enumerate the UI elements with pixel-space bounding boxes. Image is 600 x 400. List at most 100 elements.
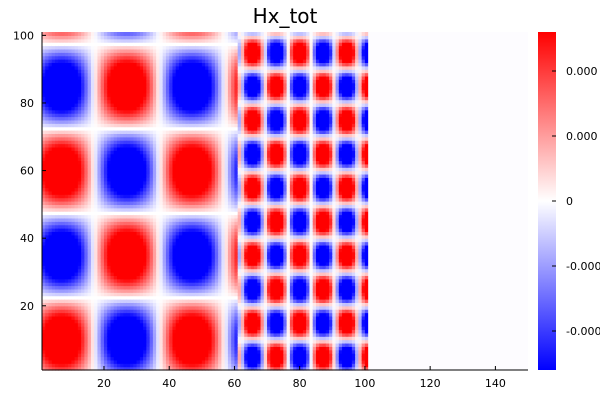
heatmap-cell [172, 140, 177, 145]
heatmap-cell [136, 48, 141, 53]
heatmap-cell [146, 271, 151, 276]
heatmap-cell [182, 72, 187, 77]
heatmap-cell [162, 265, 167, 270]
heatmap-cell [74, 214, 79, 219]
heatmap-cell [165, 150, 170, 155]
heatmap-cell [100, 278, 105, 283]
heatmap-cell [61, 214, 66, 219]
heatmap-cell [182, 261, 187, 266]
heatmap-cell [68, 150, 72, 155]
heatmap-cell [126, 211, 131, 216]
heatmap-cell [198, 146, 203, 151]
heatmap-cell [113, 173, 118, 178]
heatmap-cell [51, 92, 56, 97]
heatmap-cell [64, 65, 69, 70]
heatmap-cell [58, 278, 63, 283]
heatmap-cell [149, 75, 154, 80]
heatmap-cell [123, 59, 128, 64]
heatmap-cell [90, 302, 95, 307]
heatmap-cell [192, 48, 196, 53]
heatmap-cell [48, 197, 53, 202]
heatmap-cell [146, 163, 151, 168]
heatmap-cell [130, 82, 134, 87]
heatmap-cell [172, 326, 177, 331]
heatmap-cell [139, 42, 144, 47]
heatmap-cell [195, 305, 200, 310]
heatmap-cell [159, 197, 164, 202]
heatmap-cell [42, 130, 46, 134]
heatmap-cell [68, 282, 72, 287]
heatmap-cell [126, 234, 131, 239]
heatmap-cell [61, 32, 66, 36]
heatmap-cell [178, 211, 183, 216]
heatmap-cell [162, 136, 167, 141]
heatmap-cell [81, 180, 85, 185]
heatmap-cell [103, 35, 108, 40]
heatmap-cell [149, 241, 154, 246]
heatmap-cell [71, 106, 76, 111]
heatmap-cell [110, 271, 115, 276]
heatmap-cell [156, 150, 161, 155]
heatmap-cell [143, 271, 147, 276]
heatmap-cell [71, 167, 76, 172]
heatmap-cell [123, 42, 128, 47]
heatmap-cell [201, 349, 206, 354]
heatmap-cell [94, 261, 99, 266]
heatmap-cell [126, 207, 131, 212]
heatmap-cell [123, 211, 128, 216]
heatmap-cell [156, 295, 161, 300]
heatmap-cell [192, 238, 196, 243]
heatmap-cell [71, 315, 76, 320]
heatmap-cell [178, 130, 183, 134]
heatmap-cell [156, 173, 161, 178]
heatmap-cell [123, 52, 128, 57]
heatmap-cell [113, 197, 118, 202]
heatmap-cell [172, 282, 177, 287]
heatmap-cell [192, 268, 196, 273]
heatmap-cell [149, 116, 154, 121]
heatmap-cell [123, 143, 128, 148]
heatmap-cell [68, 136, 72, 141]
heatmap-cell [90, 163, 95, 168]
heatmap-cell [136, 258, 141, 263]
heatmap-cell [178, 342, 183, 347]
heatmap-cell [133, 167, 138, 172]
heatmap-cell [159, 217, 164, 222]
heatmap-cell [117, 363, 121, 368]
heatmap-cell [195, 336, 200, 341]
heatmap-cell [55, 102, 59, 107]
heatmap-cell [152, 35, 157, 40]
heatmap-cell [107, 82, 112, 87]
heatmap-cell [162, 356, 167, 361]
heatmap-cell [182, 52, 187, 57]
heatmap-cell [51, 69, 56, 74]
heatmap-cell [48, 265, 53, 270]
heatmap-cell [123, 119, 128, 124]
heatmap-cell [84, 309, 89, 314]
heatmap-cell [120, 75, 125, 80]
heatmap-cell [77, 82, 82, 87]
heatmap-cell [113, 336, 118, 341]
heatmap-cell [90, 295, 95, 300]
heatmap-cell [97, 194, 102, 199]
heatmap-cell [195, 268, 200, 273]
heatmap-cell [110, 65, 115, 70]
heatmap-cell [185, 79, 190, 84]
heatmap-cell [84, 146, 89, 151]
heatmap-cell [100, 177, 105, 182]
heatmap-cell [159, 163, 164, 168]
heatmap-cell [126, 312, 131, 317]
heatmap-cell [159, 319, 164, 324]
heatmap-cell [201, 116, 206, 121]
heatmap-cell [195, 123, 200, 128]
heatmap-cell [84, 322, 89, 327]
heatmap-cell [169, 106, 174, 111]
heatmap-cell [58, 109, 63, 114]
heatmap-cell [201, 299, 206, 303]
heatmap-cell [156, 339, 161, 344]
heatmap-cell [130, 89, 134, 94]
heatmap-cell [84, 302, 89, 307]
heatmap-cell [159, 302, 164, 307]
heatmap-cell [87, 113, 92, 118]
heatmap-cell [143, 312, 147, 317]
